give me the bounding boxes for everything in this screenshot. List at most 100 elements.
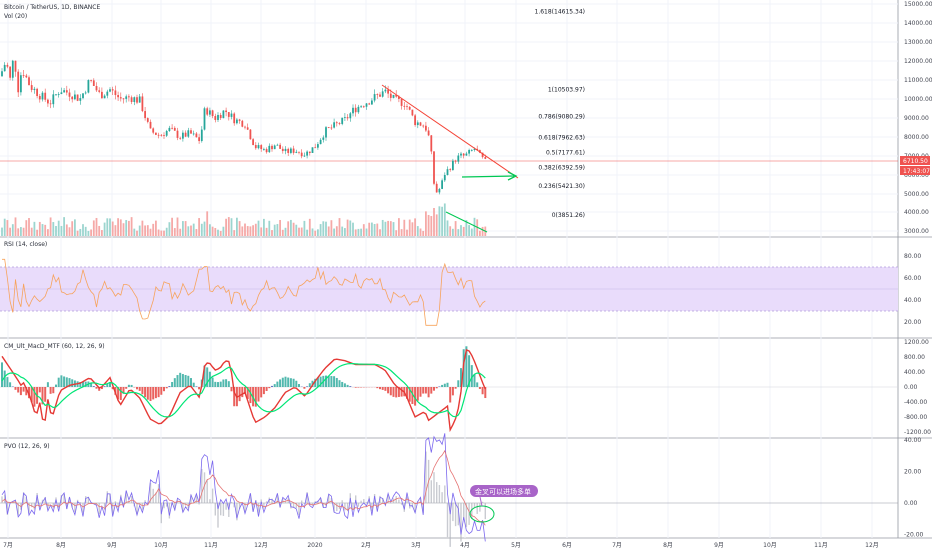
volume-bar — [452, 228, 454, 236]
candle-body — [3, 64, 6, 72]
macd-histogram-bar — [211, 377, 214, 387]
pvo-histogram-bar — [195, 495, 198, 503]
candle-body — [295, 151, 298, 153]
volume-bar — [14, 217, 17, 236]
volume-bar — [395, 230, 398, 236]
macd-histogram-bar — [28, 387, 30, 399]
time-axis-label: 8月 — [663, 542, 673, 549]
pvo-histogram-bar — [74, 503, 76, 513]
pvo-histogram-bar — [352, 503, 354, 511]
volume-bar — [195, 229, 198, 236]
rsi-legend[interactable]: RSI (14, close) — [4, 241, 47, 248]
macd-histogram-bar — [354, 387, 357, 388]
pvo-histogram-bar — [190, 494, 192, 503]
macd-histogram-bar — [122, 387, 125, 394]
macd-histogram-bar — [384, 387, 387, 391]
macd-histogram-bar — [298, 384, 300, 387]
fib-level-label: 0(3851.26) — [552, 212, 585, 219]
pvo-histogram-bar — [479, 503, 481, 512]
pvo-histogram-bar — [47, 503, 49, 509]
volume-bar — [182, 221, 184, 236]
candle-body — [33, 88, 36, 90]
candle-body — [36, 88, 38, 97]
volume-bar — [84, 226, 87, 236]
pvo-histogram-bar — [31, 503, 33, 508]
candle-body — [362, 106, 365, 108]
candle-body — [98, 90, 101, 92]
pvo-histogram-bar — [484, 503, 486, 520]
volume-bar — [98, 225, 101, 236]
macd-histogram-bar — [476, 382, 479, 387]
candle-body — [101, 91, 103, 99]
macd-histogram-bar — [103, 386, 106, 387]
pvo-histogram-bar — [457, 503, 459, 526]
candle-body — [462, 153, 465, 156]
pvo-histogram-bar — [287, 498, 289, 503]
annotation-text[interactable]: 金叉可以进场多单 — [475, 487, 531, 496]
candle-body — [41, 92, 44, 100]
volume-bar — [244, 223, 246, 236]
pvo-histogram-bar — [263, 503, 265, 509]
volume-bar — [125, 220, 128, 236]
volume-bar — [298, 227, 300, 236]
macd-histogram-bar — [338, 380, 341, 387]
macd-histogram-bar — [138, 387, 141, 391]
volume-bar — [381, 219, 384, 236]
pvo-histogram-bar — [209, 499, 211, 503]
volume-bar — [41, 224, 44, 236]
candle-body — [25, 75, 28, 78]
volume-bar — [457, 229, 460, 236]
macd-histogram-bar — [52, 387, 55, 394]
macd-histogram-bar — [406, 387, 408, 399]
macd-histogram-bar — [160, 387, 163, 395]
volume-bar — [419, 228, 422, 236]
macd-histogram-bar — [100, 387, 103, 390]
candle-body — [263, 149, 265, 150]
candle-body — [52, 94, 55, 105]
volume-legend[interactable]: Vol (20) — [4, 13, 27, 20]
pvo-histogram-bar — [238, 503, 241, 509]
pvo-axis-label: -20.00 — [904, 532, 924, 539]
macd-histogram-bar — [397, 387, 400, 397]
volume-bar — [152, 223, 155, 236]
macd-histogram-bar — [6, 377, 9, 387]
pvo-histogram-bar — [203, 472, 206, 503]
macd-legend[interactable]: CM_Ult_MacD_MTF (60, 12, 26, 9) — [4, 343, 105, 350]
candle-body — [146, 118, 149, 122]
pvo-histogram-bar — [166, 503, 168, 507]
volume-bar — [473, 217, 476, 236]
pvo-histogram-bar — [301, 500, 303, 503]
pvo-histogram-bar — [179, 501, 181, 503]
macd-histogram-bar — [268, 387, 271, 389]
candle-body — [252, 139, 254, 146]
time-axis-label: 7月 — [3, 542, 13, 549]
macd-histogram-bar — [165, 387, 168, 389]
macd-histogram-bar — [424, 387, 427, 394]
pvo-histogram-bar — [400, 503, 403, 505]
volume-bar — [425, 211, 427, 236]
pvo-legend[interactable]: PVO (12, 26, 9) — [4, 443, 50, 450]
candle-body — [55, 94, 57, 96]
annotation-bubble[interactable] — [470, 485, 538, 497]
pvo-histogram-bar — [438, 485, 441, 503]
pvo-histogram-bar — [465, 503, 468, 528]
pvo-histogram-bar — [112, 503, 114, 514]
candle-body — [349, 113, 352, 119]
pvo-histogram-bar — [360, 500, 362, 503]
time-axis-label: 3月 — [411, 542, 421, 549]
volume-bar — [346, 219, 349, 236]
pvo-histogram-bar — [357, 503, 360, 507]
pvo-histogram-bar — [282, 498, 284, 503]
macd-histogram-bar — [171, 381, 174, 387]
candle-body — [222, 110, 225, 119]
candle-body — [95, 85, 98, 91]
macd-histogram-bar — [249, 387, 252, 404]
candle-body — [47, 99, 49, 104]
symbol-title[interactable]: Bitcoin / TetherUS, 1D, BINANCE — [4, 4, 100, 11]
pvo-histogram-bar — [425, 451, 427, 503]
macd-histogram-bar — [289, 378, 292, 387]
candle-body — [144, 111, 146, 119]
macd-histogram-bar — [478, 387, 481, 389]
